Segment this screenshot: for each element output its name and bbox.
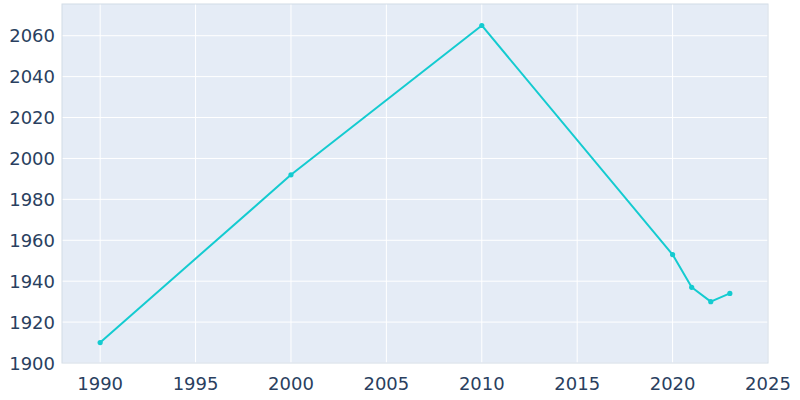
- plot-frame: [62, 4, 768, 363]
- plot-background: [62, 4, 768, 363]
- y-tick-label: 2000: [9, 148, 55, 169]
- y-grid-line: [62, 199, 768, 200]
- data-point: [479, 23, 484, 28]
- data-point: [670, 252, 675, 257]
- x-tick-label: 2020: [650, 373, 696, 394]
- y-tick-label: 1960: [9, 230, 55, 251]
- x-tick-label: 2025: [745, 373, 791, 394]
- x-tick-label: 1995: [173, 373, 219, 394]
- data-line: [100, 25, 730, 342]
- y-tick-label: 2060: [9, 25, 55, 46]
- x-grid-line: [481, 4, 482, 363]
- data-point: [727, 291, 732, 296]
- x-grid-line: [100, 4, 101, 363]
- y-tick-label: 1940: [9, 271, 55, 292]
- x-grid-line: [290, 4, 291, 363]
- x-grid-line: [386, 4, 387, 363]
- y-grid-line: [62, 117, 768, 118]
- y-tick-label: 1920: [9, 312, 55, 333]
- plot-marks: [98, 23, 733, 345]
- data-point: [689, 285, 694, 290]
- x-grid-line: [577, 4, 578, 363]
- data-point: [708, 299, 713, 304]
- y-grid-line: [62, 158, 768, 159]
- x-grid-line: [195, 4, 196, 363]
- x-tick-label: 2015: [554, 373, 600, 394]
- y-grid-line: [62, 281, 768, 282]
- y-tick-label: 1980: [9, 189, 55, 210]
- x-tick-label: 2005: [363, 373, 409, 394]
- x-grid-line: [672, 4, 673, 363]
- y-tick-label: 1900: [9, 353, 55, 374]
- x-tick-label: 1990: [77, 373, 123, 394]
- x-tick-label: 2010: [459, 373, 505, 394]
- x-tick-label: 2000: [268, 373, 314, 394]
- y-grid-line: [62, 35, 768, 36]
- y-grid-line: [62, 322, 768, 323]
- data-point: [98, 340, 103, 345]
- data-point: [288, 172, 293, 177]
- chart: 1990 1995 2000 2005 2010 2015 2020 2025 1900 1920…: [0, 0, 800, 400]
- y-tick-label: 2020: [9, 107, 55, 128]
- y-tick-label: 2040: [9, 66, 55, 87]
